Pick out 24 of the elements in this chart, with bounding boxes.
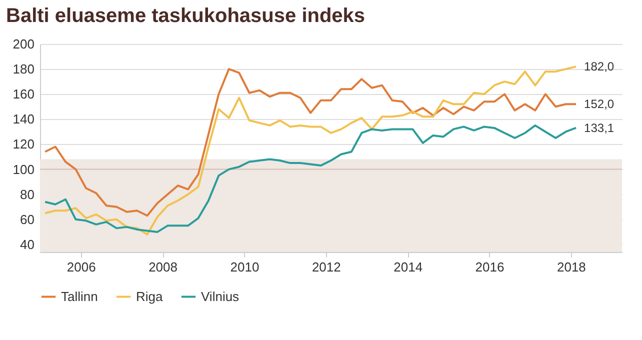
x-tick-label: 2010 — [230, 260, 260, 274]
x-tick-label: 2008 — [148, 260, 178, 274]
x-tick-label: 2014 — [394, 260, 423, 274]
data-label: 133,1 — [584, 120, 614, 135]
y-tick-label: 80 — [20, 186, 34, 202]
y-tick-label: 200 — [12, 36, 34, 52]
x-tick-label: 2016 — [475, 260, 504, 274]
legend-label: Riga — [136, 288, 164, 304]
data-label: 152,0 — [584, 97, 614, 112]
y-tick-label: 60 — [20, 212, 34, 227]
legend-label: Tallinn — [61, 288, 98, 304]
x-tick-label: 2018 — [556, 260, 586, 274]
legend-label: Vilnius — [201, 288, 240, 304]
y-tick-label: 160 — [12, 86, 34, 102]
line-series — [44, 124, 578, 233]
y-tick-label: 140 — [12, 112, 34, 127]
y-tick-label: 120 — [12, 136, 34, 152]
y-tick-label: 100 — [12, 162, 34, 177]
y-tick-label: 180 — [12, 62, 34, 77]
x-tick-label: 2012 — [312, 260, 341, 274]
x-tick-label: 2006 — [66, 260, 96, 274]
y-tick-label: 40 — [20, 236, 34, 252]
data-label: 182,0 — [584, 60, 614, 74]
chart-title: Balti eluaseme taskukohasuse indeks — [6, 5, 366, 27]
